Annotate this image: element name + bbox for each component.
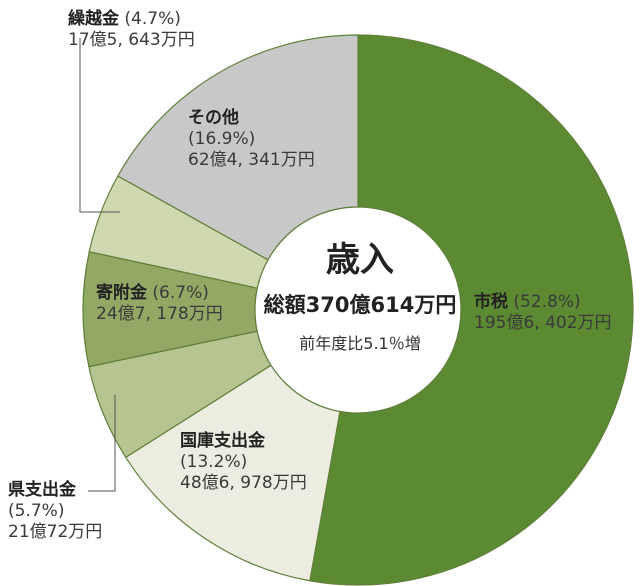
leader-carryover [79, 38, 120, 213]
label-amount: 62億4, 341万円 [188, 150, 315, 170]
label-percent: (52.8%) [513, 292, 581, 312]
label-percent: (6.7%) [152, 283, 209, 303]
label-other: その他 (16.9%) 62億4, 341万円 [188, 108, 315, 171]
label-amount: 17億5, 643万円 [68, 30, 195, 50]
label-amount: 21億72万円 [8, 522, 103, 542]
donut-hole [254, 206, 462, 414]
label-city-tax: 市税 (52.8%) 195億6, 402万円 [474, 292, 612, 334]
label-name: 県支出金 [8, 480, 76, 500]
label-percent: (5.7%) [8, 501, 65, 521]
label-prefectural-subsidy: 県支出金 (5.7%) 21億72万円 [8, 480, 102, 543]
label-name: 国庫支出金 [180, 431, 265, 451]
label-percent: (4.7%) [124, 9, 181, 29]
label-carryover: 繰越金 (4.7%) 17億5, 643万円 [68, 9, 195, 51]
label-name: 市税 [474, 292, 508, 312]
label-amount: 195億6, 402万円 [474, 313, 612, 333]
year-over-year-change: 前年度比5.1％増 [299, 334, 421, 353]
label-national-subsidy: 国庫支出金 (13.2%) 48億6, 978万円 [180, 431, 307, 494]
label-amount: 24億7, 178万円 [96, 304, 223, 324]
label-percent: (13.2%) [180, 452, 248, 472]
label-name: 寄附金 [96, 283, 147, 303]
label-name: 繰越金 [68, 9, 119, 29]
label-amount: 48億6, 978万円 [180, 473, 307, 493]
label-percent: (16.9%) [188, 129, 256, 149]
label-donations: 寄附金 (6.7%) 24億7, 178万円 [96, 283, 223, 325]
label-name: その他 [188, 108, 239, 128]
total-amount: 総額370億614万円 [263, 293, 457, 317]
leader-prefectural [88, 395, 116, 492]
chart-title: 歳入 [326, 240, 394, 280]
